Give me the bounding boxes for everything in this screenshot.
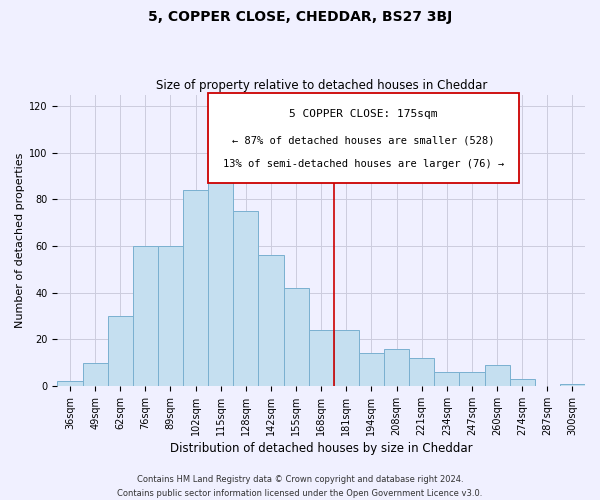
Bar (83, 362, 107, 386)
Bar (183, 190, 208, 386)
Bar (133, 246, 158, 386)
Bar (409, 358, 434, 386)
Bar (384, 348, 409, 386)
Text: Contains HM Land Registry data © Crown copyright and database right 2024.
Contai: Contains HM Land Registry data © Crown c… (118, 476, 482, 498)
X-axis label: Distribution of detached houses by size in Cheddar: Distribution of detached houses by size … (170, 442, 473, 455)
Bar (158, 246, 183, 386)
Title: Size of property relative to detached houses in Cheddar: Size of property relative to detached ho… (155, 79, 487, 92)
Bar (460, 372, 485, 386)
Bar (308, 330, 334, 386)
Bar (434, 372, 460, 386)
FancyBboxPatch shape (208, 93, 519, 184)
Text: 5, COPPER CLOSE, CHEDDAR, BS27 3BJ: 5, COPPER CLOSE, CHEDDAR, BS27 3BJ (148, 10, 452, 24)
Y-axis label: Number of detached properties: Number of detached properties (15, 152, 25, 328)
Bar (560, 384, 585, 386)
Bar (107, 316, 133, 386)
Text: ← 87% of detached houses are smaller (528): ← 87% of detached houses are smaller (52… (232, 136, 494, 145)
Bar (509, 379, 535, 386)
Bar (259, 256, 284, 386)
Text: 13% of semi-detached houses are larger (76) →: 13% of semi-detached houses are larger (… (223, 158, 504, 168)
Bar (485, 365, 509, 386)
Text: 5 COPPER CLOSE: 175sqm: 5 COPPER CLOSE: 175sqm (289, 109, 437, 119)
Bar (58, 382, 83, 386)
Bar (334, 330, 359, 386)
Bar (208, 155, 233, 386)
Bar (284, 288, 308, 386)
Bar (359, 354, 384, 386)
Bar (233, 211, 259, 386)
